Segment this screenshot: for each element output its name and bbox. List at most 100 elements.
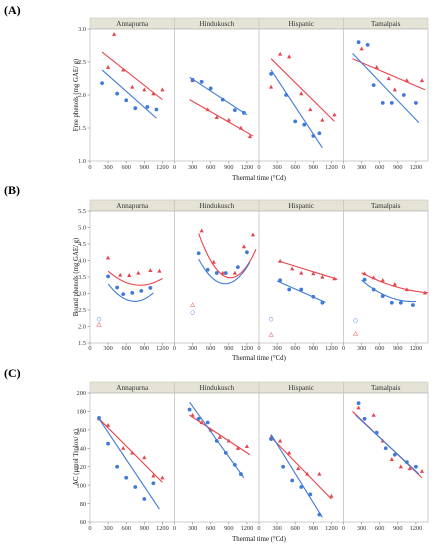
data-point-triangle — [296, 466, 301, 471]
data-point-circle — [284, 93, 289, 97]
fit-line — [189, 414, 251, 456]
x-tick-label: 0 — [257, 164, 260, 171]
panel-letter: (A) — [4, 3, 21, 17]
data-point-circle — [308, 492, 313, 497]
data-point-circle — [245, 250, 249, 255]
chart-panel-3: (C) Annapurna Hindukusch Hispanic Tamalpais 6… — [4, 366, 429, 543]
x-tick-label: 0 — [173, 164, 176, 171]
data-point-triangle — [211, 259, 216, 264]
x-tick-label: 0 — [342, 525, 345, 532]
data-point-triangle — [308, 107, 313, 112]
data-point-triangle — [386, 76, 391, 81]
data-point-circle — [320, 300, 325, 305]
x-tick-label: 900 — [224, 525, 233, 532]
y-tick-label: 1.5 — [78, 340, 86, 347]
data-point-open-circle — [353, 318, 358, 323]
data-point-triangle — [130, 84, 135, 89]
fit-line — [189, 99, 254, 137]
series-red — [268, 258, 338, 337]
y-tick-label: 1.5 — [78, 125, 86, 132]
data-point-circle — [205, 267, 210, 272]
y-tick-label: 5.0 — [78, 225, 86, 232]
data-point-triangle — [359, 46, 364, 51]
series-blue — [100, 69, 159, 119]
data-point-triangle — [356, 405, 361, 410]
data-point-circle — [115, 285, 120, 290]
data-point-triangle — [142, 455, 147, 460]
x-tick-label: 300 — [272, 345, 281, 352]
series-red — [189, 78, 254, 139]
data-point-circle — [100, 81, 104, 86]
panel-letter: (C) — [4, 366, 21, 380]
data-point-triangle — [199, 228, 204, 233]
data-point-circle — [220, 97, 225, 102]
y-tick-label: 120 — [77, 464, 86, 471]
x-axis-title: Thermal time (°Cd) — [232, 536, 286, 543]
data-point-circle — [411, 303, 415, 307]
data-point-circle — [380, 294, 385, 299]
facet-label: Tamalpais — [371, 384, 401, 392]
x-tick-label: 0 — [342, 164, 345, 171]
data-point-circle — [404, 460, 409, 465]
x-tick-label: 300 — [103, 345, 112, 352]
facet-label: Hindukusch — [199, 202, 234, 210]
x-tick-label: 600 — [121, 345, 130, 352]
data-point-triangle — [136, 270, 141, 275]
data-point-circle — [383, 446, 388, 451]
x-tick-label: 900 — [309, 525, 318, 532]
data-point-circle — [214, 439, 219, 443]
y-tick-label: 140 — [77, 445, 86, 452]
series-blue — [355, 401, 420, 475]
x-tick-label: 900 — [393, 525, 402, 532]
data-point-circle — [278, 278, 283, 283]
data-point-triangle — [190, 412, 195, 417]
x-tick-label: 900 — [224, 164, 233, 171]
data-point-circle — [133, 485, 138, 489]
data-point-circle — [154, 107, 159, 112]
series-red — [268, 51, 337, 122]
data-point-triangle — [127, 273, 132, 277]
data-point-circle — [232, 462, 237, 467]
data-point-circle — [106, 441, 111, 446]
y-tick-label: 5.5 — [78, 208, 86, 215]
data-point-circle — [380, 101, 385, 105]
data-point-circle — [196, 251, 201, 256]
data-point-triangle — [290, 266, 295, 271]
fit-curve — [361, 279, 416, 303]
x-tick-label: 1200 — [325, 525, 338, 532]
data-point-triangle — [287, 450, 292, 455]
x-tick-label: 600 — [206, 164, 215, 171]
data-point-triangle — [160, 87, 165, 92]
data-point-circle — [196, 416, 201, 421]
x-tick-label: 300 — [357, 345, 366, 352]
data-point-circle — [148, 285, 153, 290]
y-axis-title: AC (μmol Trolox/ g) — [73, 429, 80, 486]
data-point-open-circle — [268, 317, 274, 322]
data-point-triangle — [220, 270, 225, 275]
data-point-triangle — [287, 54, 292, 59]
data-point-circle — [374, 430, 379, 435]
data-point-circle — [133, 106, 138, 111]
series-blue — [352, 40, 420, 124]
series-red — [190, 228, 257, 307]
fit-line — [276, 280, 326, 303]
series-red — [352, 46, 426, 92]
data-point-circle — [362, 416, 367, 421]
series-blue — [353, 277, 416, 323]
facet-label: Tamalpais — [371, 202, 401, 210]
data-point-triangle — [278, 258, 283, 263]
data-point-triangle — [199, 420, 204, 425]
x-tick-label: 300 — [357, 525, 366, 532]
x-tick-label: 600 — [375, 525, 384, 532]
data-point-circle — [311, 294, 316, 299]
data-point-open-triangle — [96, 321, 102, 327]
data-point-open-circle — [190, 310, 195, 315]
data-point-triangle — [151, 91, 156, 96]
data-point-triangle — [407, 466, 412, 471]
y-tick-label: 100 — [77, 482, 86, 489]
data-point-triangle — [250, 232, 256, 237]
data-point-triangle — [419, 469, 425, 473]
y-tick-label: 3.5 — [78, 274, 86, 281]
fit-line — [270, 436, 332, 500]
data-point-triangle — [112, 31, 117, 36]
